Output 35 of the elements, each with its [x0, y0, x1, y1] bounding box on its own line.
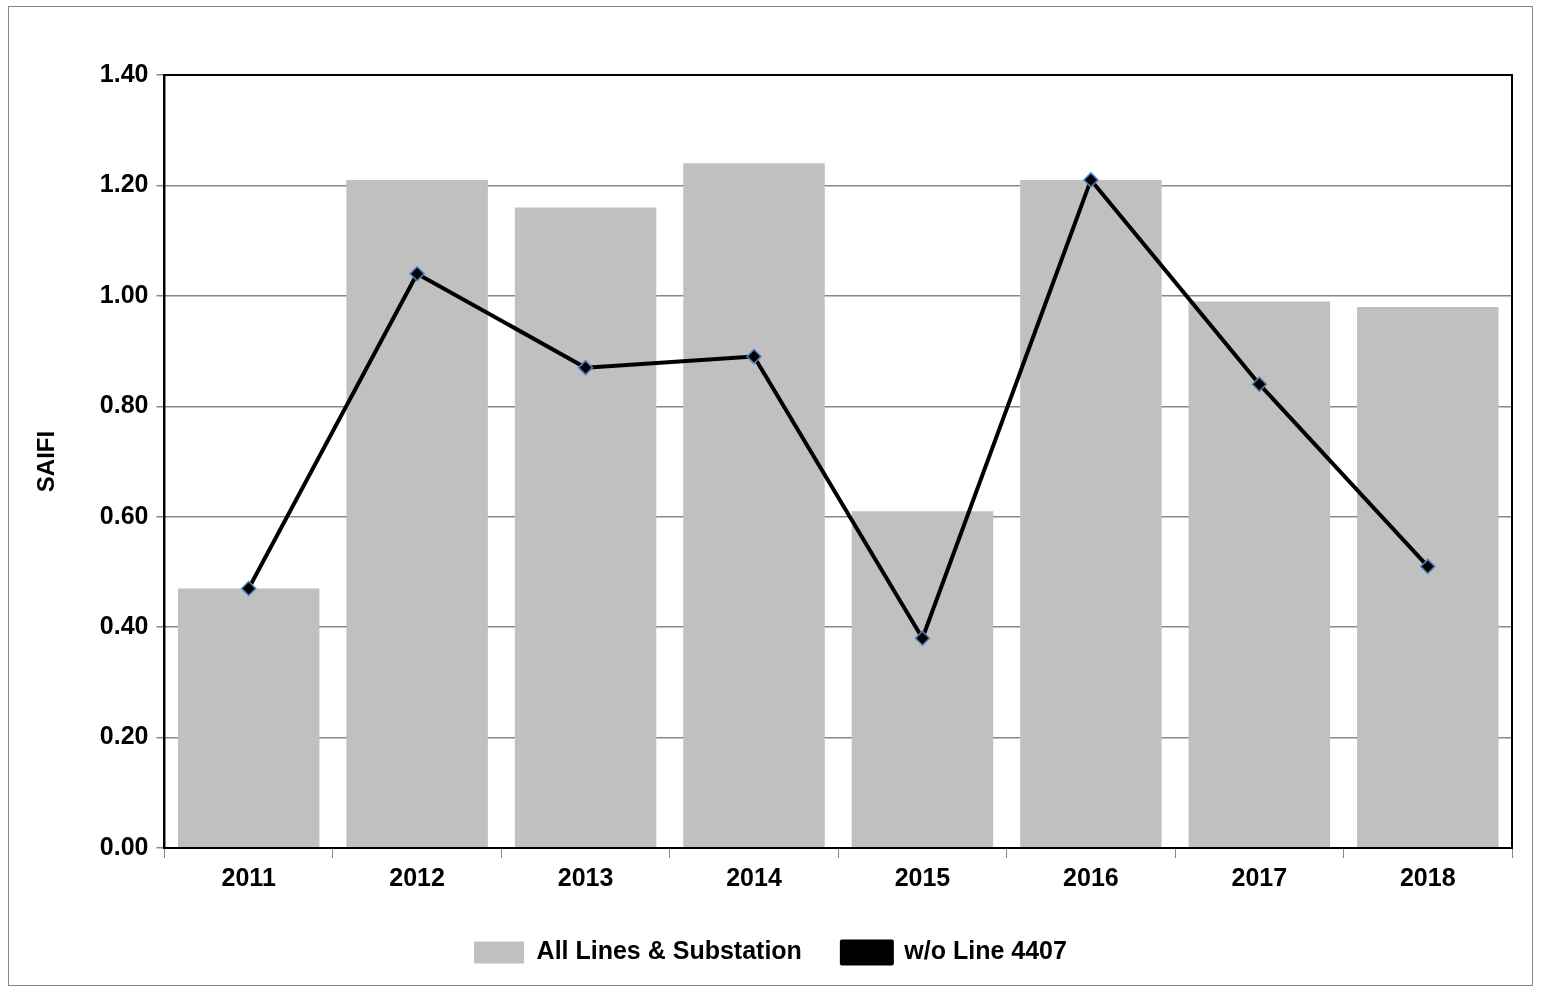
y-tick-label: 1.20	[99, 169, 149, 198]
x-tick-label: 2018	[1399, 862, 1456, 891]
y-tick-label: 0.60	[99, 500, 149, 529]
bar	[683, 163, 825, 848]
bar	[1188, 301, 1331, 848]
point	[409, 266, 425, 282]
x-tick-label: 2015	[894, 862, 951, 891]
point	[240, 580, 257, 597]
y-tick-label: 0.20	[99, 721, 149, 750]
point	[1420, 558, 1436, 575]
y-tick-label: 1.00	[99, 279, 149, 308]
point	[1083, 172, 1099, 188]
x-tick-label: 2011	[221, 862, 276, 891]
x-tick-label: 2017	[1231, 862, 1288, 891]
y-tick-label: 0.40	[99, 611, 149, 640]
y-tick-label: 1.40	[99, 58, 149, 87]
bar	[514, 207, 657, 848]
y-tick-label: 0.80	[99, 390, 149, 419]
point	[746, 348, 762, 365]
point	[577, 359, 594, 376]
x-tick-label: 2012	[389, 862, 445, 891]
legend-label: All Lines & Substation	[536, 936, 802, 965]
x-tick-label: 2013	[557, 862, 614, 891]
x-tick-label: 2014	[726, 862, 782, 891]
legend-label: w/o Line 4407	[903, 936, 1067, 965]
bar	[177, 588, 320, 848]
y-tick-label: 0.00	[99, 831, 149, 860]
point	[1251, 376, 1268, 392]
y-axis-title: SAIFI	[32, 430, 60, 493]
bar	[1357, 306, 1499, 848]
bar	[1020, 179, 1162, 848]
point	[914, 630, 931, 646]
bar	[851, 511, 994, 848]
bar	[346, 179, 488, 848]
x-tick-label: 2016	[1063, 862, 1119, 891]
